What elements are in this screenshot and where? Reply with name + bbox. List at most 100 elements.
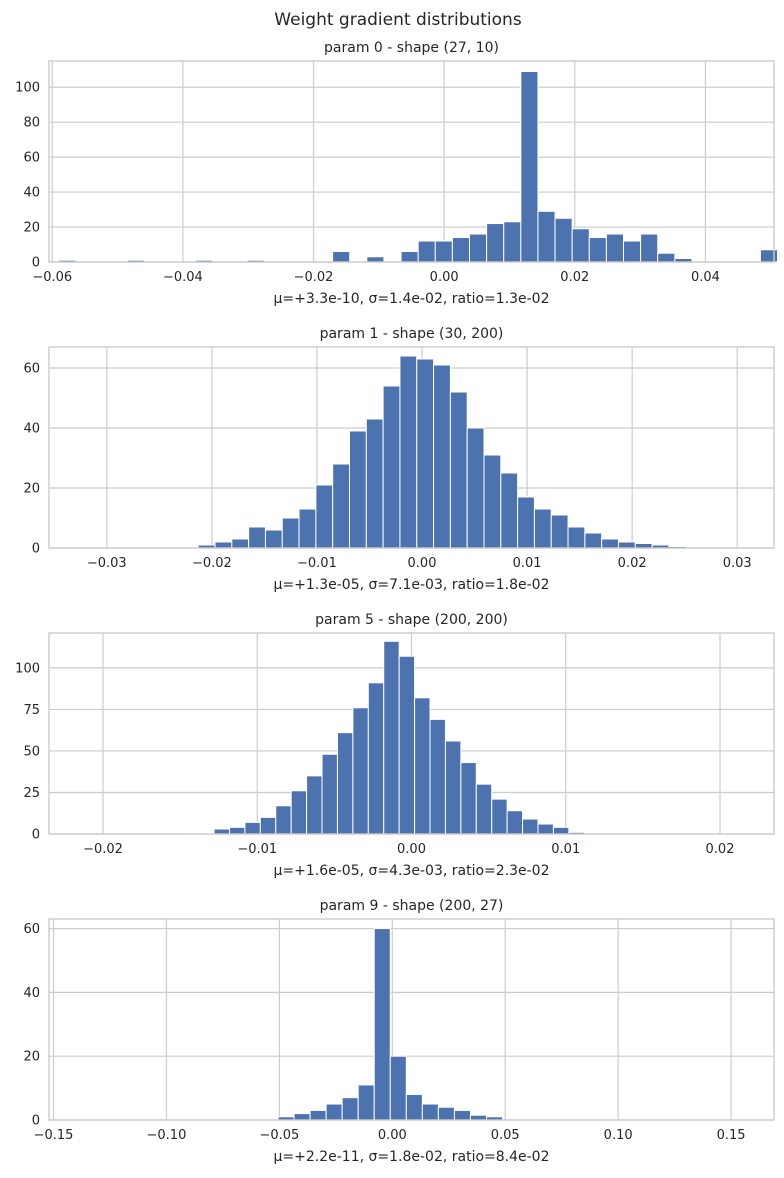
histogram-bar (421, 1103, 439, 1121)
histogram-bar (640, 233, 659, 263)
y-tick-label: 0 (32, 256, 40, 271)
histogram-bar (533, 508, 552, 549)
histogram-bar (434, 240, 453, 263)
x-axis-label: μ=+3.3e-10, σ=1.4e-02, ratio=1.3e-02 (273, 291, 549, 307)
histogram-bar (584, 532, 603, 549)
y-tick-label: 60 (23, 151, 40, 166)
histogram-bar (290, 790, 308, 835)
x-tick-label: 0.05 (491, 1128, 520, 1143)
panels: param 0 - shape (27, 10) −0.06 −0.04 −0.02 0… (15, 40, 779, 1165)
y-tick-label: 20 (23, 482, 40, 497)
histogram-bar (332, 463, 351, 549)
histogram-bar (373, 928, 391, 1121)
histogram-bar (759, 249, 779, 263)
histogram-bar (306, 775, 323, 835)
x-tick-label: −0.02 (192, 556, 232, 571)
histogram-bar (336, 732, 354, 835)
y-tick-label: 20 (23, 221, 40, 236)
figure-title: Weight gradient distributions (274, 10, 522, 30)
histogram-bar (214, 541, 233, 549)
histogram-bar (365, 418, 384, 549)
axes-frame (48, 346, 775, 549)
x-tick-label: 0.02 (706, 842, 735, 857)
histogram-bar (520, 70, 539, 263)
histogram-bar (517, 496, 535, 549)
panel-3: param 9 - shape (200, 27) −0.15 −0.10 −0.05… (23, 898, 775, 1165)
histogram-bar (449, 391, 468, 549)
histogram-bar (357, 1084, 375, 1121)
histogram-bar (248, 526, 266, 549)
panel-2: param 5 - shape (200, 200) −0.02 −0.01 0.00… (15, 612, 775, 879)
histogram-bar (417, 240, 436, 263)
histogram-bar (486, 223, 505, 263)
histogram-bar (399, 355, 418, 549)
histogram-bar (537, 823, 554, 835)
histogram-bar (414, 697, 431, 835)
histogram-bar (522, 818, 539, 835)
panel-title: param 9 - shape (200, 27) (320, 898, 504, 914)
histogram-bar (437, 1106, 455, 1121)
histogram-bar (491, 798, 508, 835)
histogram-bar (213, 828, 230, 835)
histogram-bar (231, 538, 250, 549)
x-tick-label: 0.04 (691, 270, 720, 285)
histogram-bar (475, 783, 493, 835)
y-tick-label: 50 (23, 744, 40, 759)
histogram-bar (554, 217, 573, 263)
histogram-bar (567, 526, 586, 549)
x-tick-label: 0.10 (604, 1128, 633, 1143)
y-tick-label: 60 (23, 362, 40, 377)
panel-title: param 1 - shape (30, 200) (320, 326, 504, 342)
x-tick-label: −0.01 (297, 556, 337, 571)
x-tick-label: 0.15 (717, 1128, 746, 1143)
histogram-bar (264, 529, 283, 549)
histogram-bar (366, 256, 385, 263)
axes-frame (48, 632, 775, 835)
histogram-bar (293, 1113, 311, 1121)
histogram-bar (429, 718, 446, 835)
histogram-bar (623, 240, 642, 263)
x-tick-label: −0.05 (259, 1128, 299, 1143)
x-tick-label: 0.00 (430, 270, 459, 285)
histogram-bar (332, 251, 351, 263)
x-tick-label: 0.03 (723, 556, 752, 571)
histogram-bar (298, 508, 317, 549)
x-tick-label: −0.03 (87, 556, 127, 571)
x-tick-label: −0.06 (32, 270, 72, 285)
histogram-bar (469, 1114, 487, 1121)
histogram-bar (321, 753, 338, 835)
histogram-bar (309, 1109, 327, 1121)
y-tick-label: 100 (15, 661, 40, 676)
y-tick-label: 75 (23, 703, 40, 718)
histogram-bar (552, 826, 570, 835)
histogram-bar (451, 237, 471, 263)
histogram-bar (483, 454, 502, 549)
histogram-bar (400, 251, 419, 263)
histogram-bar (657, 252, 676, 263)
panel-title: param 5 - shape (200, 200) (315, 612, 508, 628)
panel-title: param 0 - shape (27, 10) (324, 40, 499, 56)
histogram-bar (349, 430, 367, 549)
histogram-bar (405, 1093, 423, 1121)
histogram-bar (500, 472, 519, 549)
y-tick-label: 0 (32, 1114, 40, 1129)
x-tick-label: −0.02 (294, 270, 334, 285)
x-tick-label: −0.02 (83, 842, 123, 857)
y-tick-label: 40 (23, 986, 40, 1001)
histogram-bar (469, 233, 488, 263)
histogram-bar (383, 640, 400, 835)
histogram-bar (460, 762, 477, 835)
x-axis-label: μ=+1.6e-05, σ=4.3e-03, ratio=2.3e-02 (273, 863, 549, 879)
y-tick-label: 25 (23, 786, 40, 801)
histogram-bar (244, 821, 261, 835)
x-tick-label: −0.10 (147, 1128, 187, 1143)
x-tick-label: 0.00 (397, 842, 426, 857)
histogram-bar (588, 237, 607, 263)
y-tick-label: 0 (32, 542, 40, 557)
histogram-bar (228, 826, 246, 835)
histogram-bar (389, 1055, 407, 1121)
histogram-bar (537, 210, 556, 263)
histogram-bar (398, 655, 416, 835)
x-tick-label: 0.02 (618, 556, 647, 571)
